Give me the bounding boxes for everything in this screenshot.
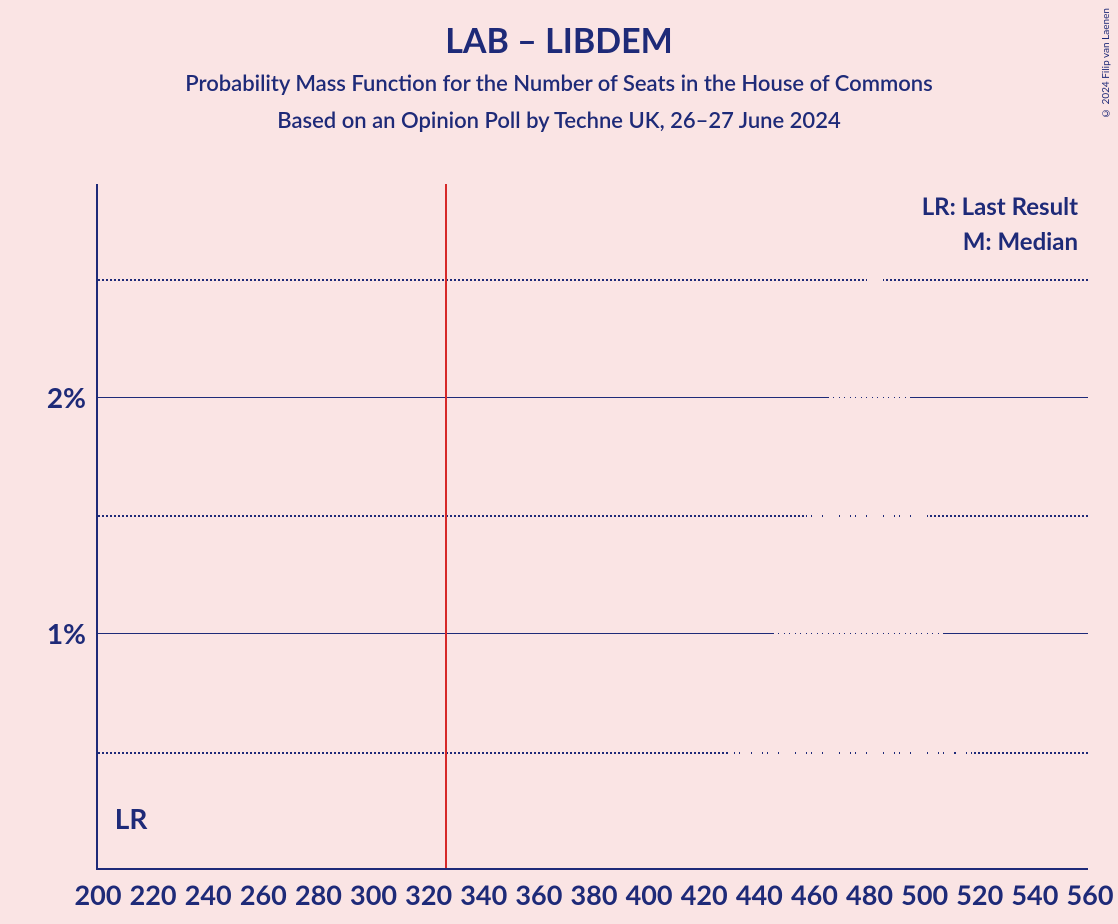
last-result-label: LR [115,801,148,835]
pmf-bar [757,684,761,869]
x-axis-label: 540 [1011,878,1058,911]
x-axis-labels: 2002202402602803003203403603804004204404… [98,878,1088,918]
x-axis-label: 240 [185,878,232,911]
legend-item: M: Median [922,227,1078,256]
x-axis-label: 420 [681,878,728,911]
x-axis-label: 360 [515,878,562,911]
gridline-major [98,397,1088,398]
majority-line [445,184,447,868]
pmf-bar [730,750,734,868]
y-axis-label: 1% [47,616,86,650]
pmf-bar [972,762,976,868]
pmf-bar [768,650,772,868]
pmf-bar [945,643,949,868]
pmf-bar [961,726,965,868]
x-axis-label: 300 [350,878,397,911]
pmf-bar [741,731,745,868]
pmf-bar [900,362,904,868]
pmf-bar [928,537,932,868]
pmf-bar [933,572,937,868]
pmf-bar [818,437,822,868]
x-axis-label: 500 [901,878,948,911]
x-axis-label: 520 [956,878,1003,911]
pmf-bar [774,631,778,868]
pmf-bar [867,277,871,868]
x-axis-label: 340 [460,878,507,911]
pmf-bar [917,466,921,868]
pmf-bar [746,721,750,868]
plot-area: LR: Last ResultM: Median 200220240260280… [96,184,1088,870]
pmf-bar [779,608,783,868]
x-axis-label: 220 [130,878,177,911]
pmf-bar [878,277,882,868]
pmf-bar [906,395,910,868]
pmf-bar [873,272,877,868]
pmf-bar [840,343,844,868]
y-axis-label: 2% [47,380,86,414]
copyright-text: © 2024 Filip van Laenen [1100,8,1112,119]
pmf-bar [851,305,855,868]
x-axis-label: 380 [571,878,618,911]
pmf-bar [884,291,888,868]
x-axis-label: 400 [626,878,673,911]
pmf-bar [735,738,739,868]
pmf-bar [939,608,943,868]
x-axis-label: 560 [1067,878,1114,911]
pmf-bar [922,501,926,868]
chart-subtitle-2: Based on an Opinion Poll by Techne UK, 2… [0,106,1118,133]
pmf-bar [790,565,794,868]
pmf-bar [785,589,789,868]
pmf-bar [956,702,960,868]
pmf-bar [895,333,899,868]
pmf-bar [752,702,756,868]
chart-title: LAB – LIBDEM [0,20,1118,61]
pmf-bar [812,466,816,868]
x-axis-label: 320 [405,878,452,911]
chart-header: LAB – LIBDEM Probability Mass Function f… [0,0,1118,133]
pmf-bar [823,414,827,868]
pmf-bar [801,518,805,868]
x-axis-label: 440 [736,878,783,911]
pmf-bar [889,310,893,868]
pmf-bar [796,542,800,868]
pmf-bar [856,291,860,868]
x-axis-label: 480 [846,878,893,911]
x-axis-label: 200 [75,878,122,911]
x-axis-label: 280 [295,878,342,911]
chart-subtitle-1: Probability Mass Function for the Number… [0,69,1118,96]
legend: LR: Last Result M: Median [922,192,1078,262]
gridline-minor [98,279,1088,281]
x-axis-label: 260 [240,878,287,911]
legend-item: LR: Last Result [922,192,1078,221]
x-axis-label: 460 [791,878,838,911]
pmf-bar [807,494,811,868]
pmf-bar [763,667,767,868]
pmf-bar [911,430,915,868]
pmf-bar [829,390,833,868]
pmf-bar [862,281,866,868]
chart-container: LAB – LIBDEM Probability Mass Function f… [0,0,1118,924]
gridline-minor [98,515,1088,517]
pmf-bar [834,367,838,868]
pmf-bar [950,674,954,868]
pmf-bar [845,324,849,868]
pmf-bar [967,745,971,868]
